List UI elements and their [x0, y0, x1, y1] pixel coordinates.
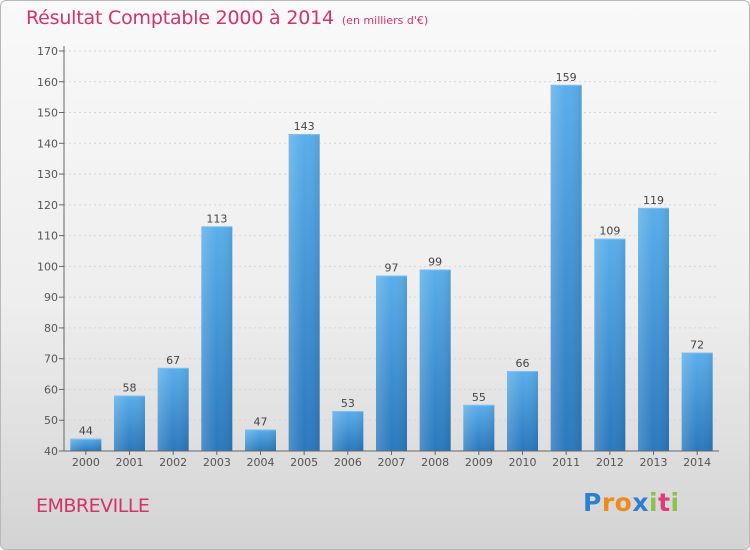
x-tick-label: 2014: [683, 456, 711, 469]
bar-shade-2012: [594, 238, 626, 451]
bar-shade-2010: [507, 371, 538, 451]
bar-shade-2005: [288, 134, 320, 452]
y-tick-label: 120: [37, 199, 58, 212]
value-label-2003: 113: [206, 212, 227, 225]
x-tick-label: 2003: [203, 456, 231, 469]
bar-shade-2004: [245, 429, 276, 451]
value-label-2002: 67: [166, 354, 180, 367]
value-label-2012: 109: [599, 225, 620, 238]
y-tick-label: 50: [44, 414, 58, 427]
x-tick-label: 2005: [290, 456, 318, 469]
value-label-2004: 47: [254, 415, 268, 428]
logo-letter: r: [601, 488, 615, 517]
chart-title-block: Résultat Comptable 2000 à 2014 (en millie…: [26, 7, 428, 29]
x-tick-label: 2010: [509, 456, 537, 469]
bar-shade-2000: [70, 438, 102, 451]
x-tick-label: 2004: [247, 456, 275, 469]
x-tick-label: 2011: [552, 456, 580, 469]
y-tick-label: 90: [44, 291, 58, 304]
chart-subtitle: (en milliers d'€): [341, 14, 429, 27]
bar-shade-2009: [463, 404, 495, 451]
bar-shade-2002: [157, 367, 189, 451]
logo-letter: i: [670, 488, 680, 517]
bar-shade-2014: [681, 352, 713, 451]
x-tick-label: 2000: [72, 456, 100, 469]
value-label-2005: 143: [294, 120, 315, 133]
location-name: EMBREVILLE: [36, 495, 150, 517]
y-tick-label: 110: [37, 230, 58, 243]
value-label-2013: 119: [643, 194, 664, 207]
logo-letter: i: [649, 488, 659, 517]
bar-shade-2001: [114, 395, 145, 451]
x-tick-label: 2013: [640, 456, 668, 469]
value-label-2001: 58: [123, 382, 137, 395]
chart-title: Résultat Comptable 2000 à 2014: [26, 7, 334, 29]
value-label-2011: 159: [556, 71, 577, 84]
y-tick-label: 140: [37, 137, 58, 150]
bar-series: [70, 84, 713, 452]
bar-shade-2007: [376, 275, 407, 451]
value-label-2008: 99: [428, 255, 442, 268]
y-tick-label: 40: [44, 445, 58, 458]
x-tick-label: 2008: [421, 456, 449, 469]
value-label-2000: 44: [79, 425, 93, 438]
value-label-2010: 66: [516, 357, 530, 370]
bar-shade-2006: [332, 411, 364, 451]
value-label-2009: 55: [472, 391, 486, 404]
x-tick-label: 2007: [378, 456, 406, 469]
bar-shade-2013: [638, 207, 669, 451]
axes: 40 50 60 70 80 90 100 110 120 130 140 150 160 170 2000…: [37, 45, 719, 469]
x-tick-label: 2012: [596, 456, 624, 469]
bar-shade-2011: [550, 84, 582, 451]
data-labels: 44 58 67 113 47 143 53 97 99 55 66 159 109 119 72: [79, 71, 704, 438]
value-label-2014: 72: [690, 339, 704, 352]
x-tick-label: 2001: [116, 456, 144, 469]
logo-letter: t: [658, 488, 671, 517]
logo-letter: o: [614, 488, 633, 517]
y-tick-label: 160: [37, 76, 58, 89]
y-tick-label: 80: [44, 322, 58, 335]
y-tick-label: 170: [37, 45, 58, 58]
y-tick-label: 150: [37, 107, 58, 120]
x-tick-label: 2006: [334, 456, 362, 469]
y-tick-label: 70: [44, 353, 58, 366]
value-label-2007: 97: [385, 262, 399, 275]
logo-letter: x: [632, 488, 649, 517]
proxiti-logo: Proxiti: [583, 488, 680, 517]
y-tick-label: 60: [44, 383, 58, 396]
bar-shade-2008: [419, 269, 451, 451]
x-tick-label: 2009: [465, 456, 493, 469]
logo-letter: P: [583, 488, 602, 517]
x-tick-label: 2002: [159, 456, 187, 469]
y-tick-label: 130: [37, 168, 58, 181]
bar-shade-2003: [201, 226, 233, 451]
y-tick-label: 100: [37, 260, 58, 273]
value-label-2006: 53: [341, 397, 355, 410]
